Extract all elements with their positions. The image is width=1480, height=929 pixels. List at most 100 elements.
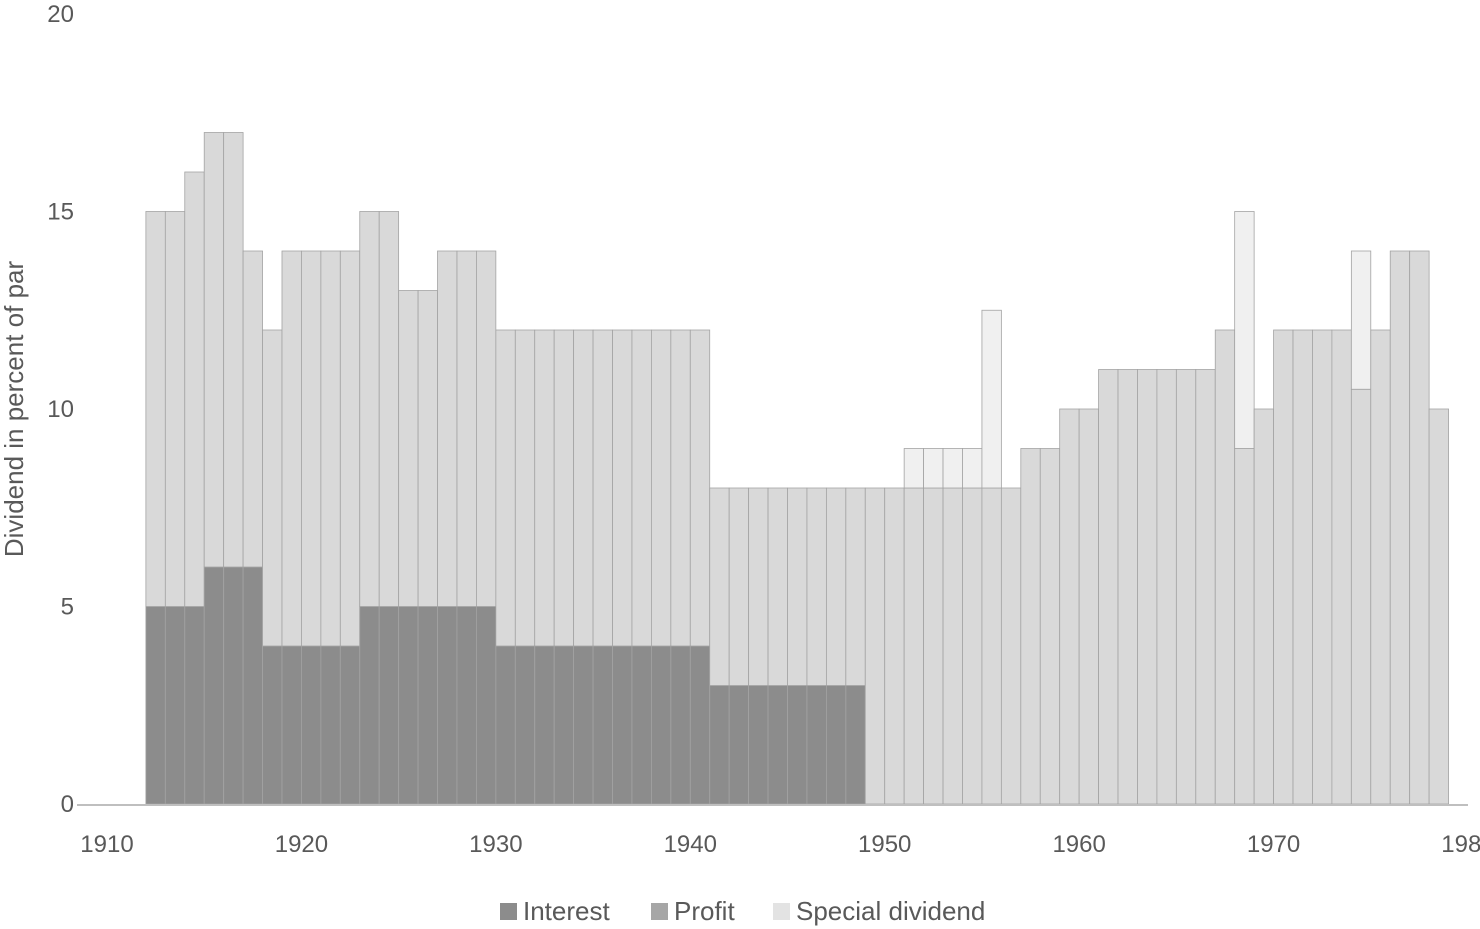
bar-interest-1913	[164, 606, 186, 805]
bar-profit-1953	[942, 487, 963, 805]
bar-interest-1946	[806, 685, 827, 805]
bar-profit-1943	[748, 487, 769, 686]
y-axis-ticks: 0 5 10 15 20	[47, 1, 74, 818]
x-tick-label-1970: 1970	[1247, 831, 1300, 858]
bar-profit-1964	[1156, 369, 1177, 805]
bar-interest-1937	[631, 645, 652, 805]
y-axis-title: Dividend in percent of par	[0, 261, 29, 558]
bar-profit-1929	[476, 250, 497, 607]
bar-interest-1924	[378, 606, 400, 805]
bar-profit-1944	[767, 487, 788, 686]
bar-profit-1937	[631, 329, 652, 647]
bar-profit-1967	[1214, 329, 1236, 805]
bar-profit-1971	[1292, 329, 1313, 805]
bar-profit-1945	[787, 487, 808, 686]
y-tick-label-10: 10	[47, 396, 74, 423]
bar-profit-1921	[320, 250, 341, 647]
bar-special-dividend-1953	[942, 448, 963, 489]
bar-profit-1942	[728, 487, 750, 686]
bar-interest-1927	[437, 606, 458, 805]
y-tick-label-20: 20	[47, 1, 74, 28]
bar-profit-1923	[359, 211, 380, 607]
bar-profit-1968	[1234, 448, 1255, 805]
bar-profit-1970	[1273, 329, 1294, 805]
bar-profit-1963	[1137, 369, 1158, 805]
bar-interest-1917	[242, 566, 263, 805]
bar-interest-1947	[825, 685, 847, 805]
bar-profit-1978	[1428, 408, 1449, 805]
bar-profit-1939	[670, 329, 691, 647]
x-tick-label-1930: 1930	[469, 831, 522, 858]
bar-interest-1928	[456, 606, 477, 805]
bar-profit-1947	[825, 487, 847, 686]
bar-profit-1928	[456, 250, 477, 607]
bar-profit-1950	[884, 487, 905, 805]
bar-profit-1938	[651, 329, 672, 647]
bar-interest-1912	[145, 606, 166, 805]
bar-profit-1958	[1039, 448, 1061, 805]
x-tick-label-1910: 1910	[80, 831, 133, 858]
bar-profit-1912	[145, 211, 166, 607]
x-axis-ticks: 1910 1920 1930 1940 1950 1960 1970 1980	[80, 831, 1480, 858]
bar-profit-1914	[184, 171, 205, 607]
bar-profit-1931	[514, 329, 536, 647]
legend: Interest Profit Special dividend	[500, 896, 985, 926]
bar-profit-1974	[1350, 388, 1372, 805]
bar-interest-1943	[748, 685, 769, 805]
bar-interest-1940	[689, 645, 711, 805]
x-tick-label-1920: 1920	[275, 831, 328, 858]
bar-interest-1936	[612, 645, 633, 805]
bar-interest-1935	[592, 645, 613, 805]
legend-label-special-dividend: Special dividend	[796, 896, 985, 926]
bar-profit-1933	[553, 329, 575, 647]
bar-profit-1941	[709, 487, 730, 686]
y-tick-label-0: 0	[61, 791, 74, 818]
bar-special-dividend-1955	[981, 309, 1002, 489]
x-tick-label-1960: 1960	[1052, 831, 1105, 858]
bar-profit-1962	[1117, 369, 1138, 805]
bar-profit-1975	[1370, 329, 1391, 805]
bars-layer	[145, 132, 1449, 805]
legend-swatch-profit	[651, 903, 668, 920]
bar-interest-1918	[262, 645, 283, 805]
legend-swatch-interest	[500, 903, 517, 920]
bar-profit-1932	[534, 329, 555, 647]
bar-profit-1957	[1020, 448, 1041, 805]
bar-profit-1952	[923, 487, 944, 805]
bar-profit-1948	[845, 487, 866, 686]
bar-interest-1934	[573, 645, 594, 805]
bar-interest-1925	[398, 606, 419, 805]
bar-profit-1946	[806, 487, 827, 686]
bar-profit-1926	[417, 290, 438, 607]
bar-special-dividend-1954	[962, 448, 983, 489]
bar-profit-1966	[1195, 369, 1216, 805]
bar-interest-1931	[514, 645, 536, 805]
bar-special-dividend-1952	[923, 448, 944, 489]
bar-profit-1951	[903, 487, 925, 805]
bar-profit-1940	[689, 329, 711, 647]
bar-interest-1926	[417, 606, 438, 805]
bar-interest-1920	[301, 645, 322, 805]
bar-profit-1976	[1389, 250, 1411, 805]
bar-profit-1925	[398, 290, 419, 607]
bar-interest-1921	[320, 645, 341, 805]
bar-interest-1944	[767, 685, 788, 805]
bar-special-dividend-1951	[903, 448, 925, 489]
bar-interest-1922	[339, 645, 361, 805]
bar-interest-1941	[709, 685, 730, 805]
bar-profit-1917	[242, 250, 263, 568]
bar-profit-1956	[1000, 487, 1022, 805]
bar-interest-1939	[670, 645, 691, 805]
bar-profit-1913	[164, 211, 186, 607]
bar-profit-1918	[262, 329, 283, 647]
bar-interest-1933	[553, 645, 575, 805]
bar-profit-1960	[1078, 408, 1099, 805]
bar-profit-1961	[1098, 369, 1119, 805]
bar-profit-1973	[1331, 329, 1352, 805]
bar-interest-1929	[476, 606, 497, 805]
bar-interest-1915	[203, 566, 225, 805]
y-tick-label-15: 15	[47, 199, 74, 226]
bar-profit-1977	[1409, 250, 1430, 805]
legend-label-profit: Profit	[674, 896, 735, 926]
